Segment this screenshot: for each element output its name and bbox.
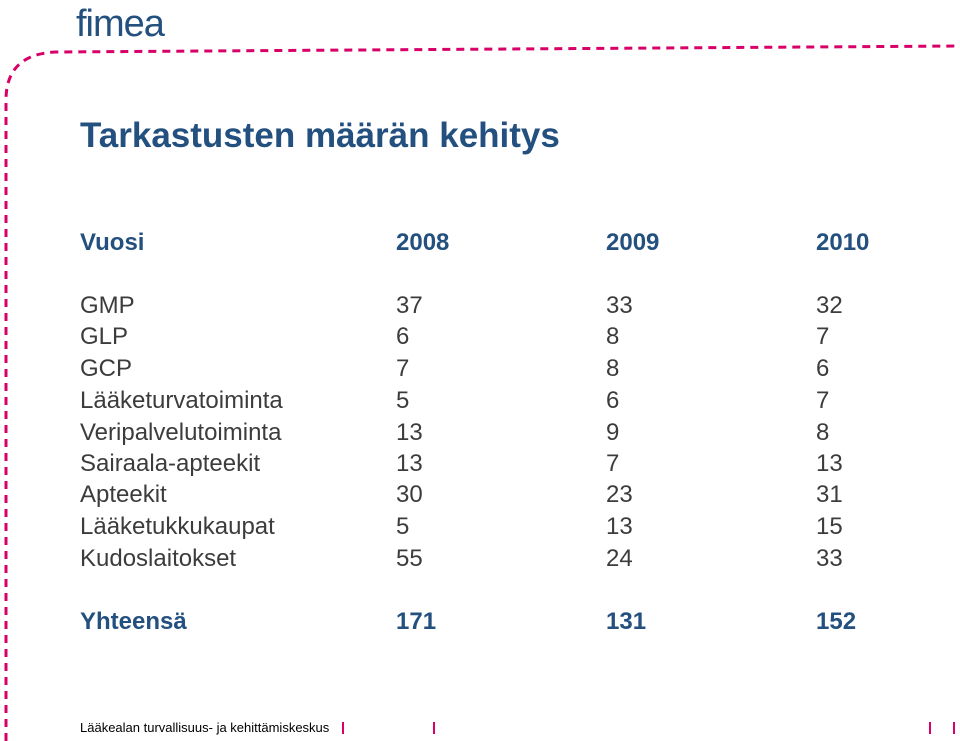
- row-value: 31: [816, 481, 843, 508]
- footer-separator: [953, 722, 955, 734]
- row-value: 32: [816, 292, 843, 319]
- total-label: Yhteensä: [80, 608, 187, 635]
- page-title: Tarkastusten määrän kehitys: [80, 116, 560, 155]
- row-value: 6: [606, 387, 620, 414]
- table-row: GMP 37 33 32: [0, 290, 960, 322]
- table-row: Lääketukkukaupat 5 13 15: [0, 511, 960, 543]
- header-cell: Vuosi: [80, 229, 145, 256]
- row-value: 7: [816, 323, 830, 350]
- footer-separator: [929, 722, 931, 734]
- row-value: 30: [396, 481, 423, 508]
- table-row: Veripalvelutoiminta 13 9 8: [0, 417, 960, 449]
- row-value: 33: [816, 545, 843, 572]
- total-value: 131: [606, 608, 647, 635]
- row-value: 13: [396, 450, 423, 477]
- row-value: 13: [396, 419, 423, 446]
- total-row: Yhteensä 171 131 152: [0, 606, 960, 638]
- row-value: 7: [396, 355, 410, 382]
- table-row: Lääketurvatoiminta 5 6 7: [0, 385, 960, 417]
- row-value: 5: [396, 513, 410, 540]
- table-row: Kudoslaitokset 55 24 33: [0, 543, 960, 575]
- table-header: Vuosi 2008 2009 2010: [0, 227, 960, 259]
- row-value: 13: [816, 450, 843, 477]
- table-row: GCP 7 8 6: [0, 353, 960, 385]
- header-cell: 2010: [816, 229, 870, 256]
- row-label: GLP: [80, 323, 129, 350]
- row-value: 9: [606, 419, 620, 446]
- row-label: Lääketukkukaupat: [80, 513, 275, 540]
- footer-separator: [342, 722, 344, 734]
- row-label: Kudoslaitokset: [80, 545, 237, 572]
- row-value: 37: [396, 292, 423, 319]
- table-row: Sairaala-apteekit 13 7 13: [0, 448, 960, 480]
- row-value: 5: [396, 387, 410, 414]
- row-value: 55: [396, 545, 423, 572]
- row-label: GMP: [80, 292, 135, 319]
- header-cell: 2008: [396, 229, 450, 256]
- svg-text:fimea: fimea: [76, 4, 166, 42]
- row-label: GCP: [80, 355, 133, 382]
- row-value: 15: [816, 513, 843, 540]
- row-value: 13: [606, 513, 633, 540]
- row-value: 8: [606, 355, 620, 382]
- row-value: 23: [606, 481, 633, 508]
- row-label: Sairaala-apteekit: [80, 450, 261, 477]
- footer-separator: [433, 722, 435, 734]
- table-row: GLP 6 8 7: [0, 321, 960, 353]
- row-value: 24: [606, 545, 633, 572]
- row-value: 8: [606, 323, 620, 350]
- row-label: Apteekit: [80, 481, 167, 508]
- table-row: Apteekit 30 23 31: [0, 479, 960, 511]
- row-value: 33: [606, 292, 633, 319]
- row-value: 6: [816, 355, 830, 382]
- row-value: 6: [396, 323, 410, 350]
- header-cell: 2009: [606, 229, 660, 256]
- row-value: 8: [816, 419, 830, 446]
- row-label: Lääketurvatoiminta: [80, 387, 283, 414]
- row-label: Veripalvelutoiminta: [80, 419, 282, 446]
- row-value: 7: [606, 450, 620, 477]
- total-value: 171: [396, 608, 437, 635]
- total-value: 152: [816, 608, 857, 635]
- fimea-logo: fimea: [76, 3, 188, 45]
- footer-organization: Lääkealan turvallisuus- ja kehittämiskes…: [80, 720, 330, 735]
- row-value: 7: [816, 387, 830, 414]
